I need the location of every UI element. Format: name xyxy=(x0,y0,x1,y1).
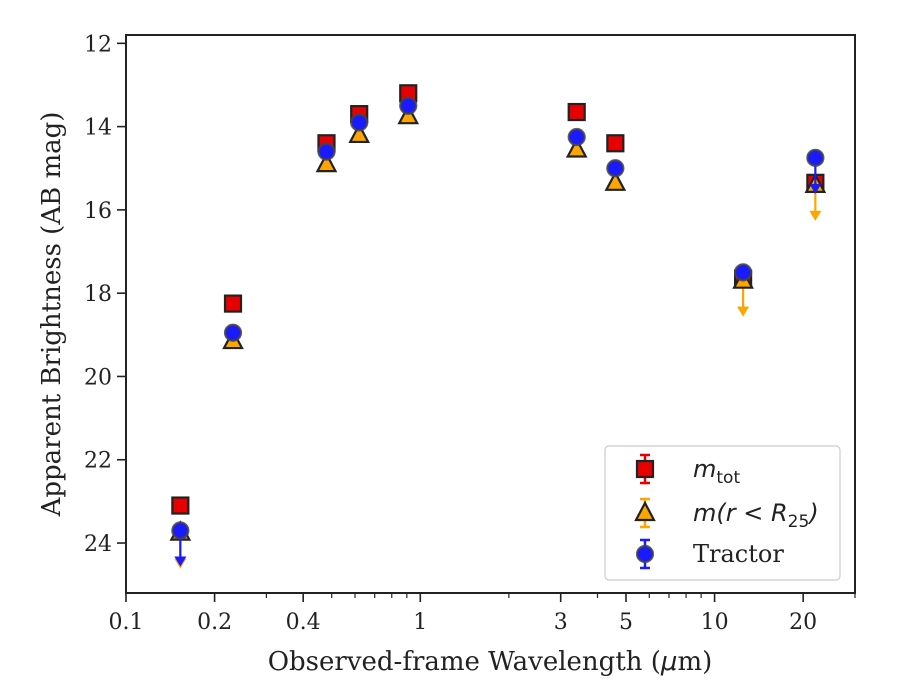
data-point-tractor xyxy=(806,148,825,167)
legend-mtot-sub: tot xyxy=(716,468,740,488)
y-tick-label: 20 xyxy=(84,365,112,390)
x-tick-label: 5 xyxy=(619,610,633,635)
legend-marker-mr25 xyxy=(634,500,656,522)
x-axis-label: Observed-frame Wavelength (μm) xyxy=(268,647,713,677)
data-point-mr25 xyxy=(604,170,627,191)
x-axis-label-suffix: m) xyxy=(677,647,712,677)
y-tick-label: 16 xyxy=(84,199,112,224)
legend-marker-tractor xyxy=(635,544,655,564)
x-tick-label: 0.1 xyxy=(109,610,144,635)
data-point-tractor xyxy=(317,142,336,161)
upper-limit-arrow-head xyxy=(737,306,750,317)
data-point-mr25 xyxy=(315,151,338,173)
legend-mr25-rest: ) xyxy=(807,499,818,527)
x-tick-label: 1 xyxy=(413,610,427,635)
legend-mtot-base: m xyxy=(693,455,716,483)
axis-ticks: 0.1 0.2 0.4 1 3 5 10 20 12 14 16 18 20 22 24 xyxy=(84,32,856,635)
data-point-tractor xyxy=(606,159,625,178)
data-point-tractor xyxy=(567,127,586,147)
y-tick-label: 22 xyxy=(84,449,112,474)
legend-mr25-base: m xyxy=(693,499,716,527)
legend: mtot m(r < R25) Tractor xyxy=(604,445,841,581)
y-tick-label: 12 xyxy=(84,32,112,57)
data-point-mtot xyxy=(223,294,243,313)
legend-mr25-sub: 25 xyxy=(788,512,810,532)
data-point-tractor xyxy=(171,521,190,540)
data-marks xyxy=(169,84,827,569)
data-point-mtot xyxy=(567,102,586,122)
data-point-tractor xyxy=(350,113,369,132)
data-point-mtot xyxy=(606,134,625,153)
upper-limit-arrow-head xyxy=(809,183,822,194)
legend-label-tractor: Tractor xyxy=(693,540,784,568)
upper-limit-arrow-head xyxy=(174,556,187,567)
plot-frame xyxy=(125,34,856,594)
upper-limit-arrow-head xyxy=(809,210,822,221)
x-tick-label: 3 xyxy=(554,610,568,635)
y-tick-label: 18 xyxy=(84,282,112,307)
y-tick-label: 14 xyxy=(84,116,112,141)
x-tick-label: 20 xyxy=(789,610,817,635)
legend-marker-mtot xyxy=(635,459,655,479)
legend-box xyxy=(604,445,841,581)
y-tick-label: 24 xyxy=(84,532,112,557)
x-tick-label: 10 xyxy=(701,610,729,635)
x-tick-label: 0.2 xyxy=(197,610,232,635)
data-point-mr25 xyxy=(565,137,588,158)
data-point-tractor xyxy=(399,96,418,115)
legend-entries xyxy=(634,453,656,570)
x-axis-label-prefix: Observed-frame Wavelength ( xyxy=(268,647,661,677)
series-tractor xyxy=(171,96,825,567)
data-point-tractor xyxy=(223,323,243,342)
legend-mr25-mid: (r < R xyxy=(716,499,787,527)
data-point-mr25 xyxy=(348,122,371,144)
data-point-tractor xyxy=(734,263,753,282)
x-axis-label-mu: μ xyxy=(660,647,678,677)
legend-label-mtot: mtot xyxy=(693,455,740,488)
data-point-mtot xyxy=(171,496,190,515)
y-axis-label: Apparent Brightness (AB mag) xyxy=(37,112,67,518)
legend-label-mr25: m(r < R25) xyxy=(693,499,819,532)
x-tick-label: 0.4 xyxy=(286,610,321,635)
